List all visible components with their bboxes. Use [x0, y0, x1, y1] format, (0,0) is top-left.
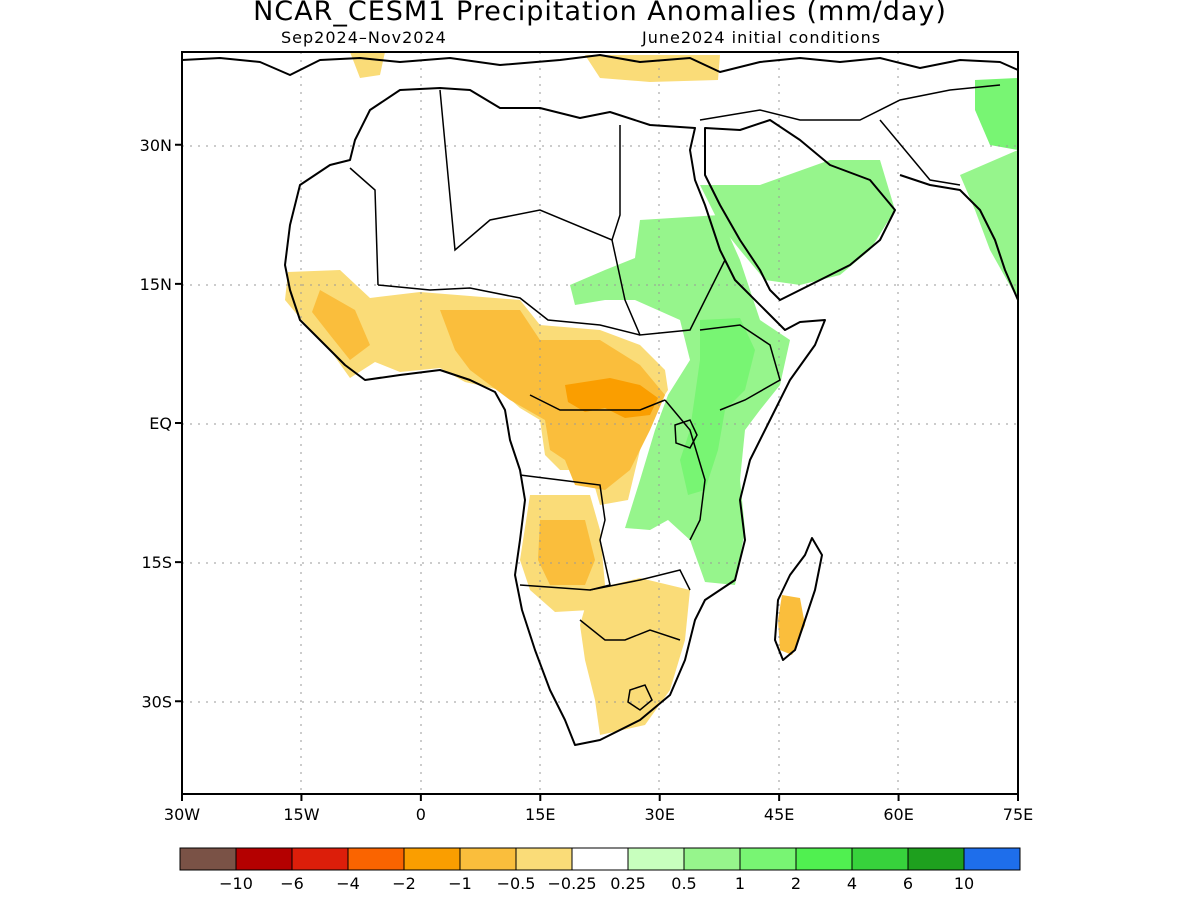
colorbar-label: −2	[392, 874, 416, 893]
map-plot-area	[182, 52, 1018, 794]
colorbar-swatch	[179, 847, 237, 871]
coastlines	[182, 54, 1018, 746]
colorbar-label: −0.5	[497, 874, 536, 893]
chart-title: NCAR_CESM1 Precipitation Anomalies (mm/d…	[253, 0, 947, 27]
colorbar-swatch	[963, 847, 1021, 871]
border-middleeast	[699, 84, 1001, 121]
anomaly-region-angola2	[538, 520, 595, 585]
colorbar-swatch	[795, 847, 853, 871]
x-tick-label: 60E	[883, 805, 913, 824]
anomaly-region-eastafrica	[570, 215, 790, 585]
colorbar-label: 10	[954, 874, 974, 893]
colorbar-label: 6	[903, 874, 913, 893]
border-ethiopia	[699, 324, 781, 411]
colorbar-label: −10	[219, 874, 253, 893]
initial-conditions-subtitle: June2024 initial conditions	[642, 28, 882, 47]
colorbar-swatch	[347, 847, 405, 871]
colorbar-swatch	[571, 847, 629, 871]
y-axis: 30N 15N EQ 15S 30S	[140, 136, 182, 711]
season-subtitle: Sep2024–Nov2024	[281, 28, 447, 47]
x-tick-label: 15W	[283, 805, 319, 824]
colorbar-swatch	[907, 847, 965, 871]
country-borders	[349, 84, 1001, 711]
coastline-europe	[182, 54, 1018, 76]
colorbar-swatch	[235, 847, 293, 871]
border-lake-victoria	[674, 419, 698, 449]
anomaly-region-med2	[585, 55, 720, 82]
anomaly-region-himalaya	[975, 78, 1018, 150]
colorbar-swatch	[515, 847, 573, 871]
border-east	[664, 399, 706, 541]
colorbar-swatch	[739, 847, 797, 871]
x-axis: 30W 15W 0 15E 30E 45E 60E 75E	[164, 794, 1033, 824]
y-tick-label: 30N	[140, 136, 172, 155]
anomaly-region-madagascar	[778, 595, 805, 655]
colorbar: −10 −6 −4 −2 −1 −0.5 −0.25 0.25 0.5 1 2 4 6 10	[179, 847, 1021, 893]
colorbar-swatch	[291, 847, 349, 871]
border-angola	[519, 474, 611, 591]
colorbar-label: 1	[735, 874, 745, 893]
border-lesotho	[627, 684, 653, 711]
colorbar-swatch	[459, 847, 517, 871]
anomaly-region-south	[580, 578, 690, 735]
colorbar-swatch	[851, 847, 909, 871]
lat-lon-grid	[182, 52, 1018, 794]
coastline-arabia	[704, 119, 896, 301]
colorbar-label: 4	[847, 874, 857, 893]
x-tick-label: 75E	[1003, 805, 1033, 824]
x-tick-label: 15E	[525, 805, 555, 824]
colorbar-label: −1	[448, 874, 472, 893]
coastline-south-asia	[899, 174, 1018, 301]
colorbar-label: 0.5	[671, 874, 696, 893]
colorbar-label: 0.25	[610, 874, 646, 893]
y-tick-label: 15N	[140, 275, 172, 294]
anomaly-region-central	[312, 290, 370, 360]
colorbar-label: −6	[280, 874, 304, 893]
border-sahara-2	[439, 89, 621, 252]
x-tick-label: 45E	[764, 805, 794, 824]
x-tick-label: 30E	[644, 805, 674, 824]
border-congo	[529, 394, 666, 411]
border-sahel	[377, 284, 641, 336]
border-sudan	[611, 239, 726, 336]
border-iran	[879, 119, 961, 186]
y-tick-label: 30S	[141, 692, 172, 711]
x-tick-label: 30W	[164, 805, 200, 824]
colorbar-label: −4	[336, 874, 360, 893]
coastline-madagascar	[774, 537, 823, 661]
border-southern	[519, 569, 691, 591]
colorbar-label: −0.25	[547, 874, 596, 893]
y-tick-label: 15S	[141, 553, 172, 572]
coastline-africa	[284, 87, 826, 746]
anomaly-region-core	[565, 378, 658, 418]
colorbar-label: 2	[791, 874, 801, 893]
anomaly-region-eastafrica-core	[680, 318, 755, 495]
border-sahara-1	[349, 167, 379, 286]
anomaly-region-med1	[350, 52, 385, 78]
colorbar-swatch	[627, 847, 685, 871]
border-southafrica	[579, 619, 681, 641]
anomaly-region-central2	[440, 310, 665, 490]
colorbar-swatch	[683, 847, 741, 871]
y-tick-label: EQ	[149, 414, 172, 433]
colorbar-swatch	[403, 847, 461, 871]
x-tick-label: 0	[416, 805, 426, 824]
